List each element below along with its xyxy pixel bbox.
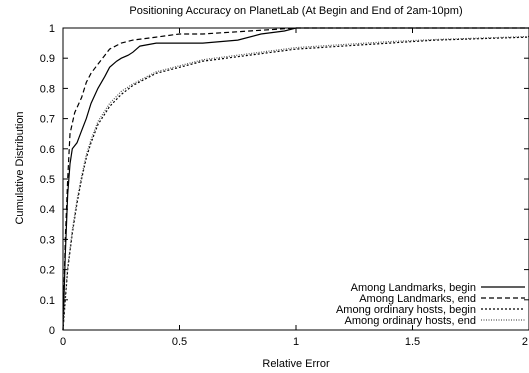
y-tick-label: 0.9 [40,53,55,65]
legend-label: Among ordinary hosts, end [345,315,476,327]
x-axis-label: Relative Error [262,358,330,370]
y-tick-label: 0.3 [40,234,55,246]
legend-label: Among ordinary hosts, begin [336,304,476,316]
series-layer [62,27,529,331]
y-tick-label: 0.7 [40,114,55,126]
axis-ticks: 0 0.1 0.2 0.3 0.4 0.5 0.6 0.7 0.8 0.9 1 0 0.5 1 1.5 2 [40,23,529,348]
series-line-2 [62,27,529,331]
series-line-4 [62,35,529,331]
plot-frame [62,27,529,331]
legend-label: Among Landmarks, begin [351,282,476,294]
y-tick-label: 0.2 [40,265,55,277]
x-tick-label: 0 [60,336,66,348]
y-tick-label: 0.8 [40,83,55,95]
y-tick-label: 1 [49,23,55,35]
y-tick-label: 0 [49,325,55,337]
x-tick-label: 1.5 [405,336,420,348]
chart-title: Positioning Accuracy on PlanetLab (At Be… [129,5,462,17]
x-tick-label: 1 [293,336,299,348]
series-line-1 [62,27,529,331]
y-tick-label: 0.4 [40,204,55,216]
y-tick-label: 0.1 [40,295,55,307]
y-tick-label: 0.6 [40,144,55,156]
x-tick-label: 0.5 [172,336,187,348]
x-tick-label: 2 [522,336,528,348]
y-tick-label: 0.5 [40,174,55,186]
y-axis-label: Cumulative Distribution [14,111,26,224]
legend-label: Among Landmarks, end [359,293,476,305]
series-line-3 [62,36,529,331]
